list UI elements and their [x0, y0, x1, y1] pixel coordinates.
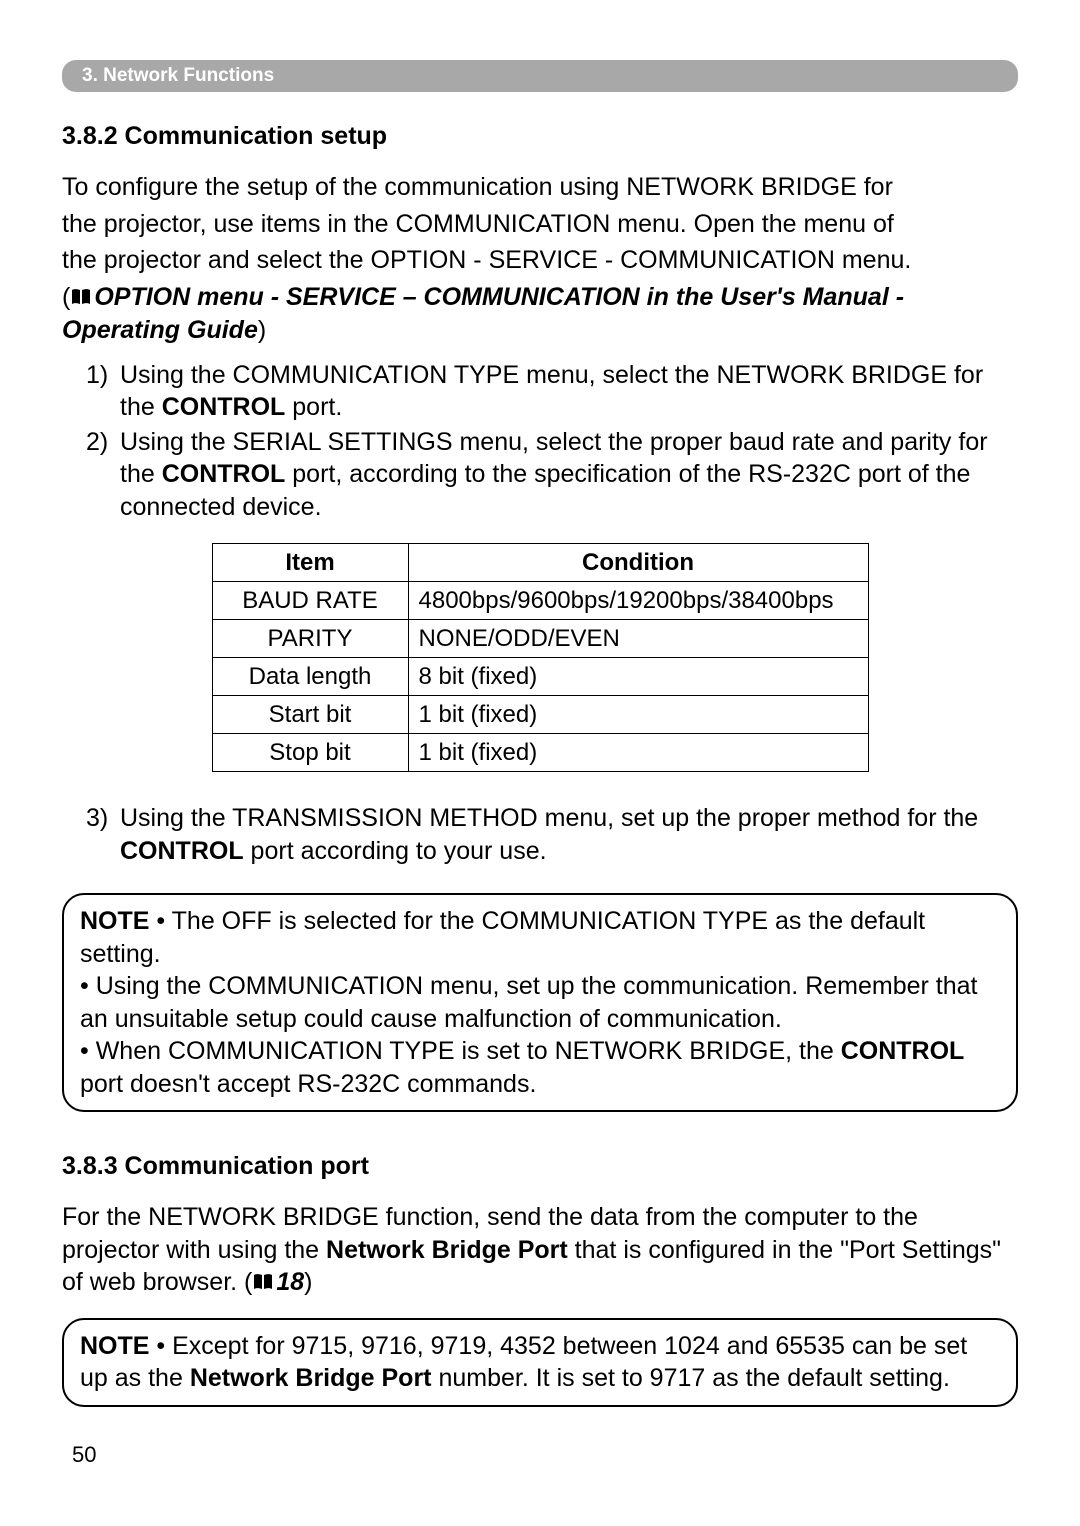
chapter-label: 3. Network Functions — [82, 65, 274, 86]
ref-open: ( — [62, 283, 70, 311]
note-bullet: • When COMMUNICATION TYPE is set to NETW… — [80, 1035, 1000, 1100]
note-bullet: NOTE • Except for 9715, 9716, 9719, 4352… — [80, 1330, 1000, 1395]
list-item-2: 2) Using the SERIAL SETTINGS menu, selec… — [86, 426, 1018, 524]
list-item-1: 1) Using the COMMUNICATION TYPE menu, se… — [86, 359, 1018, 424]
table-cell-item: PARITY — [212, 620, 408, 658]
note-box-2: NOTE • Except for 9715, 9716, 9719, 4352… — [62, 1318, 1018, 1407]
table-cell-item: Start bit — [212, 696, 408, 734]
page-number: 50 — [72, 1442, 96, 1468]
list-number: 2) — [86, 426, 120, 524]
settings-table-wrap: Item Condition BAUD RATE 4800bps/9600bps… — [62, 543, 1018, 772]
table-row: Start bit 1 bit (fixed) — [212, 696, 868, 734]
list-number: 3) — [86, 802, 120, 867]
numbered-list-1: 1) Using the COMMUNICATION TYPE menu, se… — [62, 359, 1018, 524]
table-row: Data length 8 bit (fixed) — [212, 658, 868, 696]
chapter-header-bar: 3. Network Functions — [62, 60, 1018, 92]
section-heading-382: 3.8.2 Communication setup — [62, 122, 1018, 151]
ref-close: ) — [258, 316, 266, 344]
table-header-item: Item — [212, 544, 408, 582]
page-content: 3. Network Functions 3.8.2 Communication… — [0, 0, 1080, 1487]
page-ref: 18 — [276, 1268, 304, 1296]
table-header-row: Item Condition — [212, 544, 868, 582]
book-icon — [252, 1267, 274, 1300]
note-box-1: NOTE • The OFF is selected for the COMMU… — [62, 893, 1018, 1112]
table-cell-condition: 1 bit (fixed) — [408, 734, 868, 772]
list-number: 1) — [86, 359, 120, 424]
list-body: Using the COMMUNICATION TYPE menu, selec… — [120, 359, 1018, 424]
list-body: Using the TRANSMISSION METHOD menu, set … — [120, 802, 1018, 867]
note-label: NOTE — [80, 1332, 149, 1360]
settings-table: Item Condition BAUD RATE 4800bps/9600bps… — [212, 543, 869, 772]
intro-line-2: the projector, use items in the COMMUNIC… — [62, 208, 1018, 241]
table-cell-item: BAUD RATE — [212, 582, 408, 620]
note-bullet: NOTE • The OFF is selected for the COMMU… — [80, 905, 1000, 970]
note-label: NOTE — [80, 907, 149, 935]
table-cell-item: Data length — [212, 658, 408, 696]
table-cell-condition: 8 bit (fixed) — [408, 658, 868, 696]
section-heading-383: 3.8.3 Communication port — [62, 1152, 1018, 1181]
numbered-list-2: 3) Using the TRANSMISSION METHOD menu, s… — [62, 802, 1018, 867]
reference-text: OPTION menu - SERVICE – COMMUNICATION in… — [62, 283, 904, 345]
table-row: PARITY NONE/ODD/EVEN — [212, 620, 868, 658]
table-row: BAUD RATE 4800bps/9600bps/19200bps/38400… — [212, 582, 868, 620]
intro-line-1: To configure the setup of the communicat… — [62, 171, 1018, 204]
list-item-3: 3) Using the TRANSMISSION METHOD menu, s… — [86, 802, 1018, 867]
reference-line: (OPTION menu - SERVICE – COMMUNICATION i… — [62, 281, 1018, 347]
note-bullet: • Using the COMMUNICATION menu, set up t… — [80, 970, 1000, 1035]
intro-line-3: the projector and select the OPTION - SE… — [62, 244, 1018, 277]
table-cell-condition: 1 bit (fixed) — [408, 696, 868, 734]
section2-paragraph: For the NETWORK BRIDGE function, send th… — [62, 1201, 1018, 1300]
table-cell-condition: 4800bps/9600bps/19200bps/38400bps — [408, 582, 868, 620]
table-header-condition: Condition — [408, 544, 868, 582]
list-body: Using the SERIAL SETTINGS menu, select t… — [120, 426, 1018, 524]
book-icon — [70, 282, 92, 315]
table-row: Stop bit 1 bit (fixed) — [212, 734, 868, 772]
table-cell-condition: NONE/ODD/EVEN — [408, 620, 868, 658]
table-cell-item: Stop bit — [212, 734, 408, 772]
